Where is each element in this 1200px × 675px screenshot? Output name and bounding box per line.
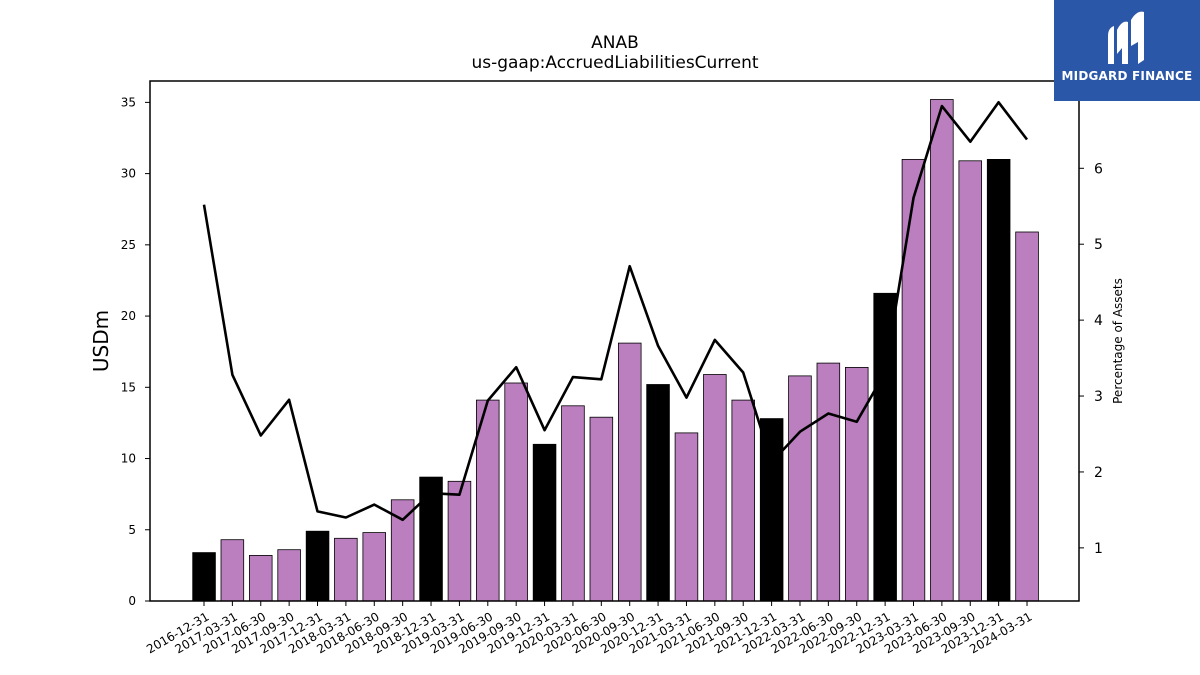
bar-2019-09-30 [504, 382, 528, 602]
y2-tick-label: 6 [1094, 161, 1103, 177]
y-tick-label: 15 [121, 380, 136, 394]
bar-2021-06-30 [703, 374, 727, 602]
y-tick-label: 30 [121, 167, 136, 181]
bar-2023-06-30 [930, 99, 954, 602]
bar-2021-12-31 [759, 418, 784, 602]
pct-assets-line [202, 101, 1029, 522]
y2-tick-label: 5 [1094, 237, 1103, 253]
bar-2021-09-30 [731, 399, 756, 602]
chart-title: ANAB [591, 33, 639, 53]
y2-tick-label: 4 [1094, 313, 1103, 329]
midgard-logo-icon [1108, 11, 1144, 64]
right-axis: 1 2 3 4 5 6 [1079, 161, 1103, 557]
plot-frame [149, 80, 1080, 602]
bar-2019-12-31 [532, 443, 557, 602]
y2-tick-label: 2 [1094, 465, 1103, 481]
bar-2017-12-31 [305, 530, 330, 602]
bar-2023-03-31 [901, 158, 926, 602]
bar-2022-03-31 [788, 375, 812, 602]
bar-2020-06-30 [589, 416, 614, 602]
brand-name: MIDGARD FINANCE [1061, 69, 1193, 83]
bar-2017-06-30 [248, 555, 273, 602]
bar-2020-03-31 [561, 405, 585, 602]
bars-layer [192, 99, 1039, 602]
bar-2020-12-31 [646, 384, 670, 602]
chart-subtitle: us-gaap:AccruedLiabilitiesCurrent [471, 53, 758, 73]
y-tick-label: 0 [128, 594, 136, 608]
y-tick-label: 10 [121, 452, 136, 466]
y-tick-label: 20 [121, 309, 136, 323]
x-axis: 2016-12-312017-03-312017-06-302017-09-30… [144, 601, 1035, 656]
bar-2021-03-31 [674, 432, 699, 602]
y2-tick-label: 1 [1094, 541, 1103, 557]
bar-2022-12-31 [873, 292, 897, 602]
bar-2018-12-31 [419, 476, 443, 602]
bar-2018-03-31 [334, 537, 358, 602]
brand-logo: MIDGARD FINANCE [1054, 0, 1200, 101]
bar-2022-09-30 [845, 366, 869, 602]
y-tick-label: 25 [121, 238, 136, 252]
bar-2024-03-31 [1015, 231, 1039, 602]
bar-2020-09-30 [618, 342, 642, 602]
y-tick-label: 5 [128, 523, 136, 537]
bar-2016-12-31 [192, 552, 216, 602]
bar-2023-09-30 [958, 160, 983, 602]
bar-2017-09-30 [277, 549, 301, 602]
y2-axis-label: Percentage of Assets [1111, 278, 1125, 404]
bar-2017-03-31 [220, 539, 245, 602]
y-tick-label: 35 [121, 95, 136, 109]
bar-2022-06-30 [816, 362, 841, 602]
line-layer [202, 101, 1029, 522]
left-axis: 0 5 10 15 20 25 30 35 [121, 95, 150, 608]
bar-2018-06-30 [362, 532, 386, 602]
bar-2019-03-31 [447, 480, 472, 602]
y2-tick-label: 3 [1094, 389, 1103, 405]
y-axis-label: USDm [89, 310, 113, 372]
bar-2023-12-31 [986, 158, 1011, 602]
